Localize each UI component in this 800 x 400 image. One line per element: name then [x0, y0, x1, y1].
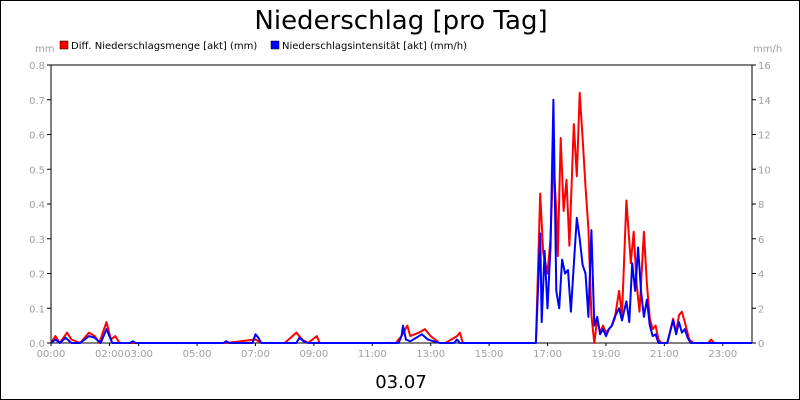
- left-tick-label: 0.4: [29, 200, 45, 211]
- right-tick-label: 12: [758, 131, 771, 142]
- x-tick-label: 11:00: [358, 349, 387, 360]
- right-tick-label: 4: [758, 270, 764, 281]
- x-tick-label: 19:00: [592, 349, 621, 360]
- left-tick-label: 0.3: [29, 235, 45, 246]
- left-axis-unit: mm: [35, 44, 54, 55]
- left-tick-label: 0.8: [29, 61, 45, 72]
- left-tick-label: 0.1: [29, 304, 45, 315]
- legend-swatch-intensitaet: [270, 40, 280, 50]
- x-tick-label: 13:00: [416, 349, 445, 360]
- right-axis-unit: mm/h: [753, 44, 782, 55]
- legend: Diff. Niederschlagsmenge [akt] (mm) Nied…: [59, 40, 467, 52]
- right-axis-ticks: 0 2 4 6 8 10 12 14 16: [752, 61, 771, 350]
- x-tick-label: 00:00: [37, 349, 66, 360]
- right-tick-label: 6: [758, 235, 764, 246]
- x-axis-ticks: 00:00 02:00 03:00 05:00 07:00 09:00 11:00 13:00…: [37, 343, 737, 360]
- x-tick-label: 09:00: [299, 349, 328, 360]
- chart-title: Niederschlag [pro Tag]: [254, 6, 547, 36]
- right-tick-label: 8: [758, 200, 764, 211]
- legend-swatch-diff-menge: [59, 40, 69, 50]
- left-tick-label: 0.7: [29, 96, 45, 107]
- left-axis-ticks: 0.0 0.1 0.2 0.3 0.4 0.5 0.6 0.7 0.8: [29, 61, 51, 350]
- right-tick-label: 14: [758, 96, 771, 107]
- date-label: 03.07: [375, 372, 427, 393]
- x-tick-label: 02:00: [95, 349, 124, 360]
- left-tick-label: 0.2: [29, 270, 45, 281]
- x-tick-label: 17:00: [533, 349, 562, 360]
- right-tick-label: 0: [758, 339, 764, 350]
- right-tick-label: 16: [758, 61, 771, 72]
- legend-label-diff-menge: Diff. Niederschlagsmenge [akt] (mm): [71, 41, 257, 52]
- x-tick-label: 21:00: [650, 349, 679, 360]
- x-tick-label: 07:00: [241, 349, 270, 360]
- x-tick-label: 03:00: [124, 349, 153, 360]
- x-tick-label: 23:00: [708, 349, 737, 360]
- left-tick-label: 0.5: [29, 165, 45, 176]
- series-line-niederschlagsintensitaet: [50, 98, 752, 344]
- left-tick-label: 0.6: [29, 131, 45, 142]
- right-tick-label: 2: [758, 304, 764, 315]
- series-layer: [50, 91, 752, 344]
- series-line-diff-niederschlagsmenge: [50, 91, 752, 344]
- x-tick-label: 15:00: [475, 349, 504, 360]
- right-tick-label: 10: [758, 165, 771, 176]
- legend-label-intensitaet: Niederschlagsintensität [akt] (mm/h): [282, 41, 467, 52]
- left-tick-label: 0.0: [29, 339, 45, 350]
- x-tick-label: 05:00: [183, 349, 212, 360]
